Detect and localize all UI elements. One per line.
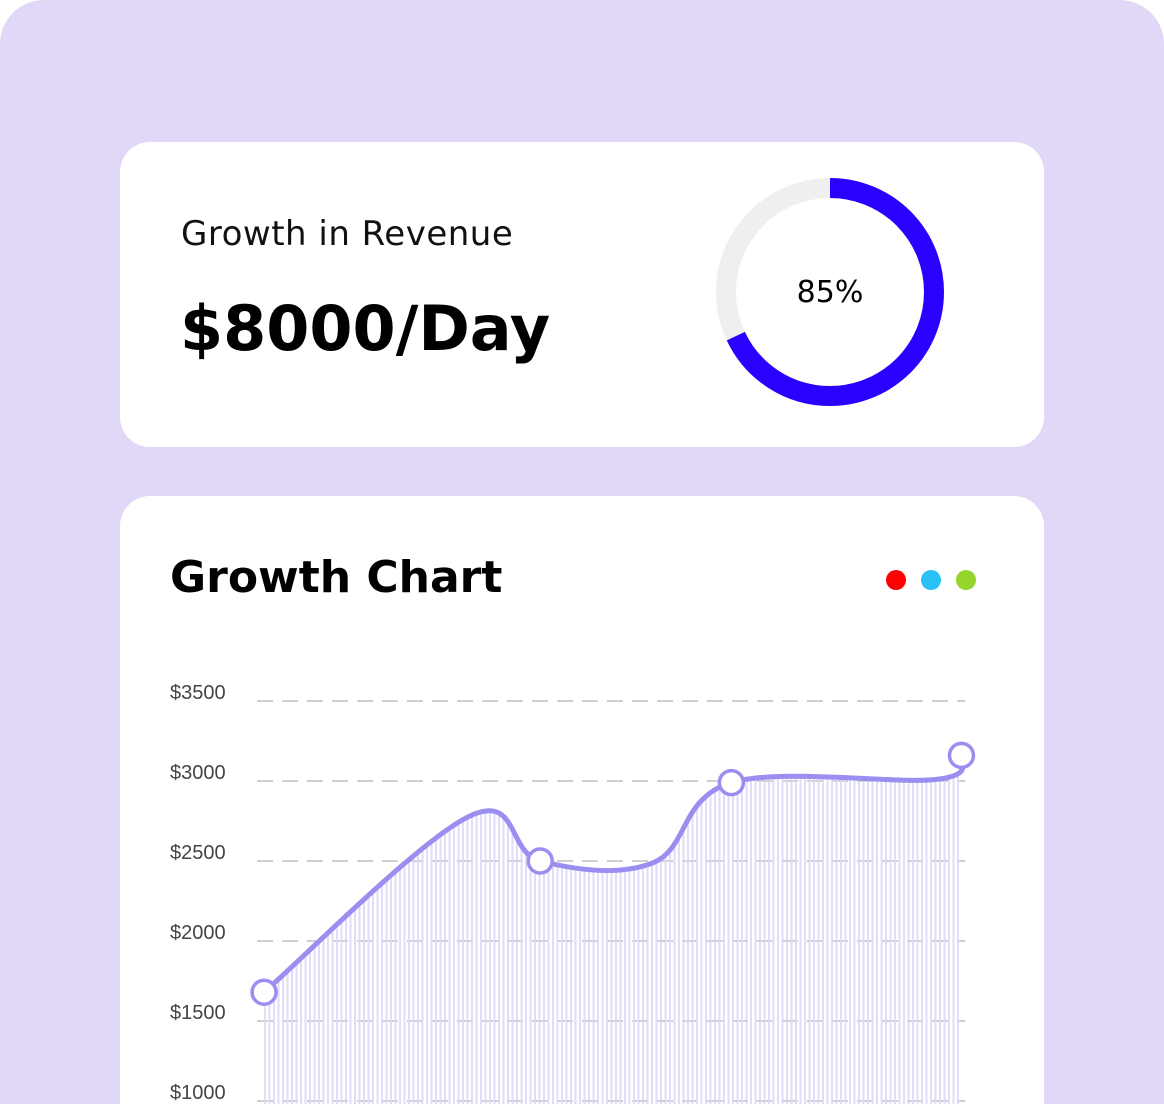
- revenue-label: Growth in Revenue: [181, 214, 514, 254]
- chart-title: Growth Chart: [170, 552, 503, 603]
- progress-ring-fill: [716, 178, 944, 406]
- data-point: [717, 768, 746, 797]
- progress-percent: 85%: [796, 274, 864, 310]
- revenue-value: $8000/Day: [180, 292, 551, 365]
- red-dot[interactable]: [886, 570, 906, 590]
- y-tick-label: $1000: [170, 1082, 226, 1104]
- area-fill: [264, 755, 963, 1104]
- data-point: [947, 741, 976, 770]
- green-dot[interactable]: [956, 570, 976, 590]
- blue-dot[interactable]: [921, 570, 941, 590]
- y-tick-label: $1500: [170, 1002, 226, 1024]
- y-tick-label: $3500: [170, 682, 226, 704]
- progress-ring: [716, 178, 944, 406]
- data-point: [526, 847, 554, 875]
- data-point: [250, 978, 278, 1006]
- y-tick-label: $3000: [170, 762, 226, 784]
- y-tick-label: $2000: [170, 922, 226, 944]
- y-tick-label: $2500: [170, 842, 226, 864]
- series-line: [261, 752, 966, 995]
- revenue-card: Growth in Revenue $8000/Day 85%: [120, 142, 1044, 447]
- growth-chart-card: Growth Chart $3500 $3000 $2500 $2000 $1500 $1…: [120, 496, 1044, 1104]
- growth-chart: $3500 $3000 $2500 $2000 $1500 $1000: [170, 682, 976, 1104]
